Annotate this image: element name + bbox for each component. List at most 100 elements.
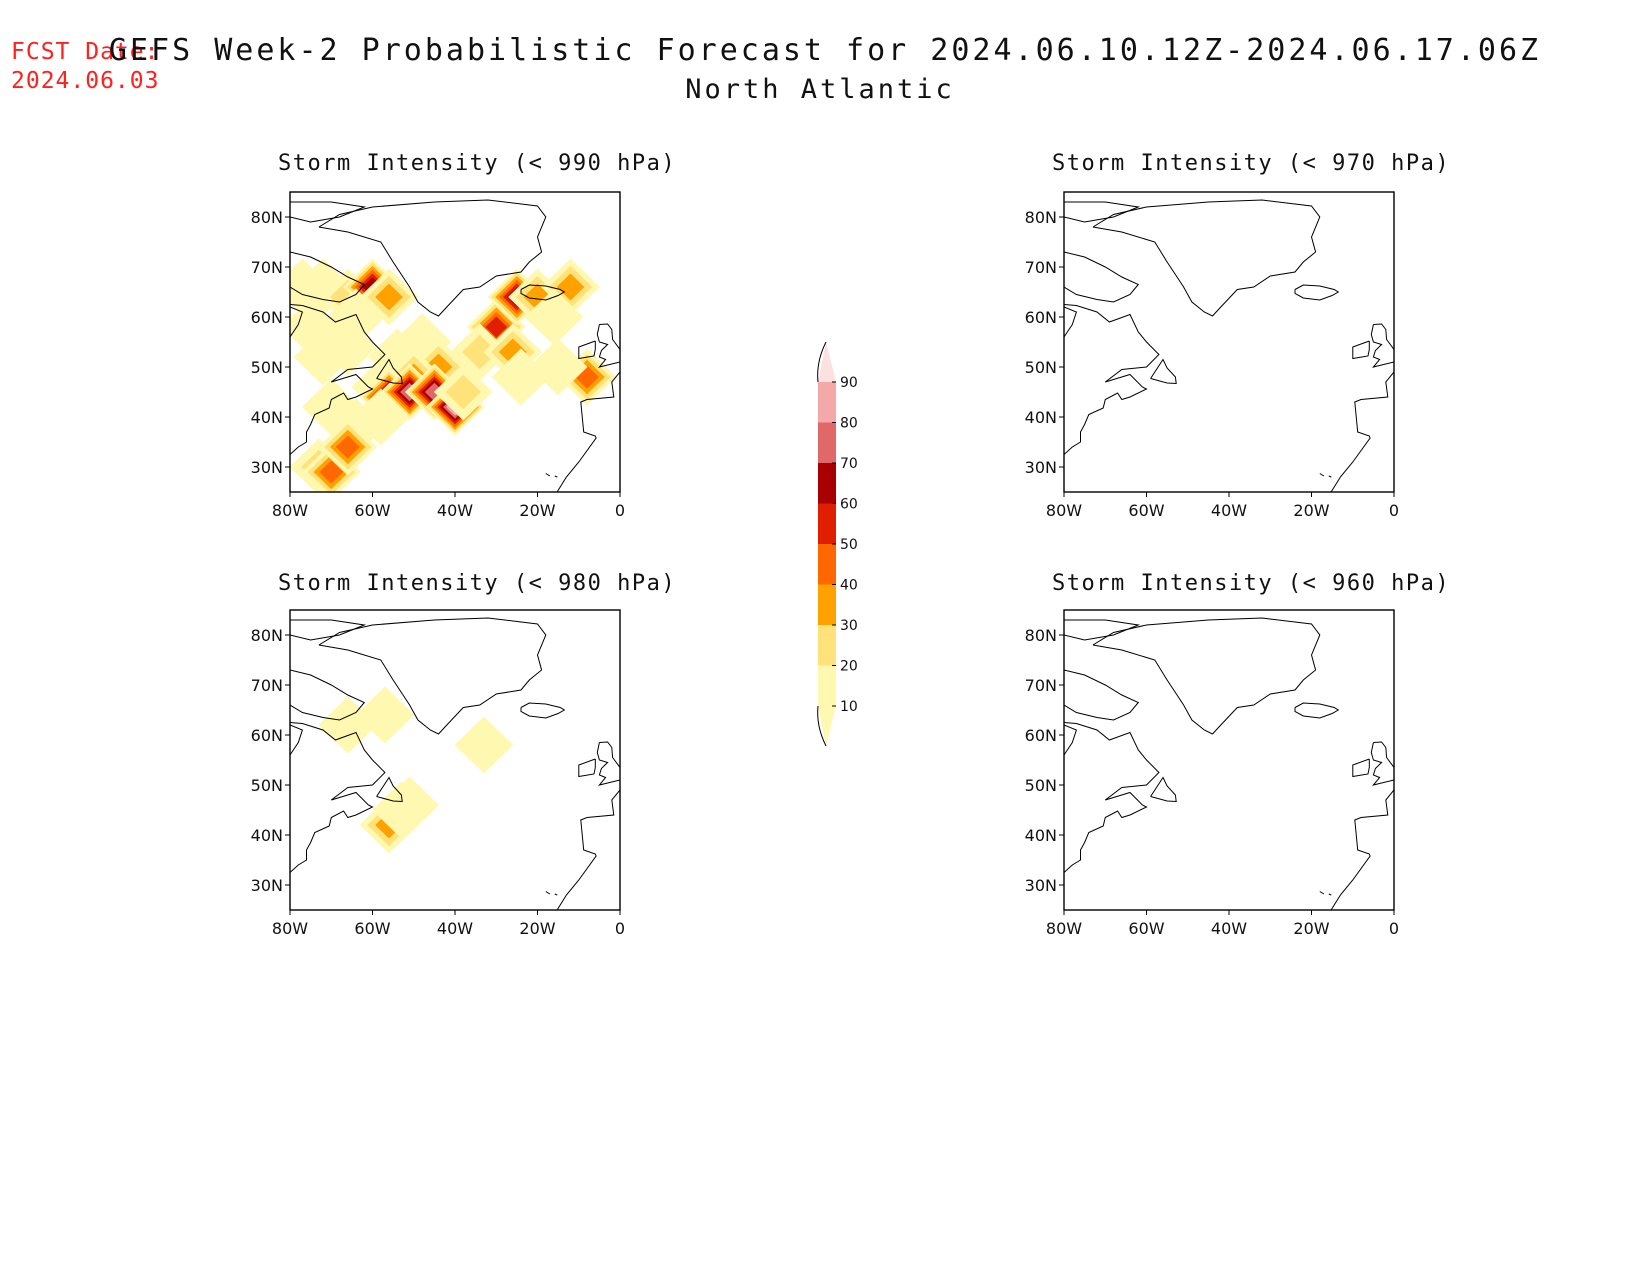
lat-tick-label: 60N [251,308,283,327]
coastline [545,473,551,477]
colorbar-segment [818,625,836,666]
lat-tick-label: 40N [1025,826,1057,845]
coastline [1064,373,1148,455]
lon-tick-label: 80W [1046,919,1082,938]
colorbar-label: 50 [840,537,858,553]
coastline [596,323,620,368]
probability-cell [335,435,360,459]
coastline [520,284,566,301]
coastline [1092,199,1321,317]
probability-cell [523,283,552,311]
probability-cell [318,318,378,376]
coastline [1328,893,1332,896]
coastline [290,619,367,641]
coastline [290,724,304,756]
coastline [1064,201,1141,223]
coastlines [290,617,620,910]
lat-tick-label: 30N [1025,876,1057,895]
coastline [1370,323,1394,368]
coastline [1150,358,1177,385]
coastline [1330,789,1394,910]
probability-field [290,258,617,492]
lat-tick-label: 50N [1025,358,1057,377]
lon-tick-label: 80W [272,501,308,520]
coastline [1328,475,1332,478]
lat-tick-label: 80N [1025,626,1057,645]
panel-title-970: Storm Intensity (< 970 hPa) [1052,151,1451,176]
probability-cell [380,776,439,834]
lon-tick-label: 20W [519,919,555,938]
lon-tick-label: 0 [615,501,625,520]
lat-tick-label: 30N [1025,458,1057,477]
panel-title-990: Storm Intensity (< 990 hPa) [278,151,677,176]
lat-tick-label: 60N [1025,726,1057,745]
probability-cell [491,348,551,406]
coastline [1064,619,1141,641]
probability-cell [462,334,498,370]
coastline [290,669,366,721]
probability-cell [445,374,481,410]
lat-tick-label: 60N [251,726,283,745]
lat-tick-label: 80N [1025,208,1057,227]
panel-title-980: Storm Intensity (< 980 hPa) [278,571,677,596]
coastline [1352,758,1370,778]
colorbar-segment [818,544,836,585]
coastline [318,617,547,735]
lat-tick-label: 50N [251,776,283,795]
coastline [578,340,596,360]
main-title: GEFS Week-2 Probabilistic Forecast for 2… [0,33,1650,105]
coastline [1150,776,1177,803]
colorbar-segment [818,665,836,706]
coastline [1319,891,1325,895]
coastline [1064,669,1140,721]
coastline [376,358,403,385]
coastline [1064,724,1078,756]
coastlines [1064,617,1394,910]
coastline [520,702,566,719]
coastline [545,891,551,895]
forecast-date-label: FCST Date: [11,39,160,65]
lon-tick-label: 0 [1389,501,1399,520]
colorbar-segment [818,463,836,504]
coastline [290,251,366,303]
forecast-date: FCST Date: 2024.06.03 [11,38,159,96]
lat-tick-label: 30N [251,876,283,895]
lat-tick-label: 60N [1025,308,1057,327]
colorbar-label: 60 [840,497,858,513]
coastline [1064,304,1160,383]
colorbar-label: 40 [840,578,858,594]
map-panel-960: 80N 70N 60N 50N 40N 30N 80W 60W 40W 20W 0 [1025,609,1399,938]
colorbar: 10 20 30 40 50 60 70 80 90 [817,341,858,747]
coastline [290,304,386,383]
probability-cell [454,716,514,774]
colorbar-lower-cap-edge [817,705,827,747]
map-frame [1063,191,1395,493]
lat-tick-label: 80N [251,208,283,227]
colorbar-label: 80 [840,416,858,432]
lat-tick-label: 40N [251,408,283,427]
colorbar-label: 20 [840,659,858,675]
lon-tick-label: 0 [615,919,625,938]
lon-tick-label: 40W [437,501,473,520]
lon-tick-label: 0 [1389,919,1399,938]
coastline [596,741,620,786]
panel-title-960: Storm Intensity (< 960 hPa) [1052,571,1451,596]
title-line-2: North Atlantic [685,74,955,105]
coastline [1092,617,1321,735]
lat-tick-label: 30N [251,458,283,477]
probability-cell [318,696,378,754]
coastline [1294,284,1340,301]
lat-tick-label: 40N [1025,408,1057,427]
lon-tick-label: 80W [272,919,308,938]
probability-cell [485,316,508,338]
probability-cell [556,273,585,301]
lat-tick-label: 50N [251,358,283,377]
coastline [290,722,386,801]
lon-tick-label: 60W [1128,501,1164,520]
lon-tick-label: 40W [1211,501,1247,520]
lon-tick-label: 80W [1046,501,1082,520]
colorbar-lower-cap [818,706,836,746]
coastline [1064,791,1148,873]
forecast-date-value: 2024.06.03 [11,68,160,94]
map-frame [289,609,621,911]
